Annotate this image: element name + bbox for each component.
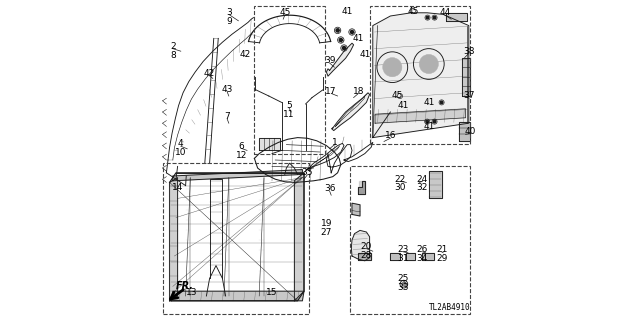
Text: 45: 45 [279, 8, 291, 17]
Polygon shape [422, 253, 434, 260]
Text: 28: 28 [361, 251, 372, 260]
Text: 18: 18 [353, 87, 364, 96]
Text: 23: 23 [397, 245, 409, 254]
Polygon shape [173, 170, 302, 181]
Text: 37: 37 [463, 92, 474, 100]
Text: 7: 7 [225, 112, 230, 121]
Text: 8: 8 [170, 51, 175, 60]
Text: 30: 30 [394, 183, 406, 192]
Text: 2: 2 [170, 42, 175, 51]
Text: 38: 38 [463, 47, 474, 56]
Text: 41: 41 [423, 122, 435, 131]
Text: 42: 42 [204, 69, 215, 78]
Bar [163, 163, 308, 314]
Text: 32: 32 [417, 183, 428, 192]
Polygon shape [447, 13, 467, 21]
Polygon shape [351, 230, 370, 261]
Text: 39: 39 [324, 56, 335, 65]
Text: 34: 34 [417, 254, 428, 263]
Polygon shape [358, 181, 365, 194]
Text: 15: 15 [266, 288, 278, 297]
Circle shape [419, 54, 438, 74]
Polygon shape [172, 291, 304, 301]
Circle shape [433, 16, 436, 19]
Polygon shape [352, 203, 360, 216]
Polygon shape [326, 43, 354, 76]
Circle shape [339, 38, 342, 42]
Text: 4: 4 [178, 140, 184, 148]
Circle shape [440, 101, 443, 104]
Polygon shape [332, 93, 370, 131]
Text: 21: 21 [436, 245, 447, 254]
Text: 17: 17 [326, 87, 337, 96]
Polygon shape [294, 173, 304, 301]
Circle shape [383, 58, 402, 77]
Polygon shape [372, 13, 468, 138]
Circle shape [342, 46, 346, 50]
Polygon shape [358, 253, 371, 260]
Text: 10: 10 [175, 148, 186, 157]
Polygon shape [462, 58, 470, 96]
Polygon shape [460, 122, 470, 141]
Polygon shape [406, 253, 415, 260]
Text: 5: 5 [286, 101, 292, 110]
Text: 3: 3 [226, 8, 232, 17]
Polygon shape [359, 181, 364, 193]
Text: 31: 31 [397, 254, 409, 263]
Text: 42: 42 [239, 50, 250, 59]
Text: 45: 45 [407, 7, 419, 16]
Polygon shape [259, 138, 280, 150]
Text: 24: 24 [417, 175, 428, 184]
Text: 41: 41 [397, 101, 409, 110]
Text: 41: 41 [342, 7, 353, 16]
Text: 41: 41 [353, 34, 364, 43]
Text: 40: 40 [465, 127, 476, 136]
Text: 25: 25 [397, 274, 409, 283]
Text: 44: 44 [439, 8, 451, 17]
Text: 11: 11 [284, 110, 294, 119]
Text: FR.: FR. [176, 281, 194, 291]
Text: 35: 35 [301, 168, 313, 177]
Polygon shape [429, 171, 442, 198]
Text: 20: 20 [361, 242, 372, 251]
Polygon shape [170, 178, 178, 301]
Circle shape [336, 29, 339, 32]
Text: 9: 9 [226, 17, 232, 26]
Text: 1: 1 [332, 138, 337, 147]
Text: 22: 22 [394, 175, 406, 184]
Text: 33: 33 [397, 283, 409, 292]
Text: 27: 27 [321, 228, 332, 237]
Circle shape [426, 120, 429, 123]
Text: 41: 41 [359, 50, 371, 59]
Text: 41: 41 [423, 98, 435, 107]
Text: 45: 45 [391, 92, 403, 100]
Text: TL2AB4910: TL2AB4910 [429, 303, 470, 312]
Polygon shape [375, 109, 466, 123]
Text: 16: 16 [385, 132, 396, 140]
Circle shape [426, 16, 429, 19]
Text: 26: 26 [417, 245, 428, 254]
Text: 6: 6 [239, 142, 244, 151]
Circle shape [433, 120, 436, 123]
Bar [351, 166, 470, 314]
Text: 12: 12 [236, 151, 247, 160]
Circle shape [351, 30, 354, 34]
Polygon shape [359, 253, 371, 259]
Text: 43: 43 [221, 85, 233, 94]
Text: 29: 29 [436, 254, 447, 263]
Bar [370, 6, 470, 144]
Polygon shape [390, 253, 400, 260]
Text: 36: 36 [324, 184, 335, 193]
Text: 13: 13 [186, 288, 198, 297]
Text: 14: 14 [172, 183, 183, 192]
Bar [254, 6, 324, 154]
Circle shape [402, 282, 406, 286]
Text: 19: 19 [321, 220, 332, 228]
